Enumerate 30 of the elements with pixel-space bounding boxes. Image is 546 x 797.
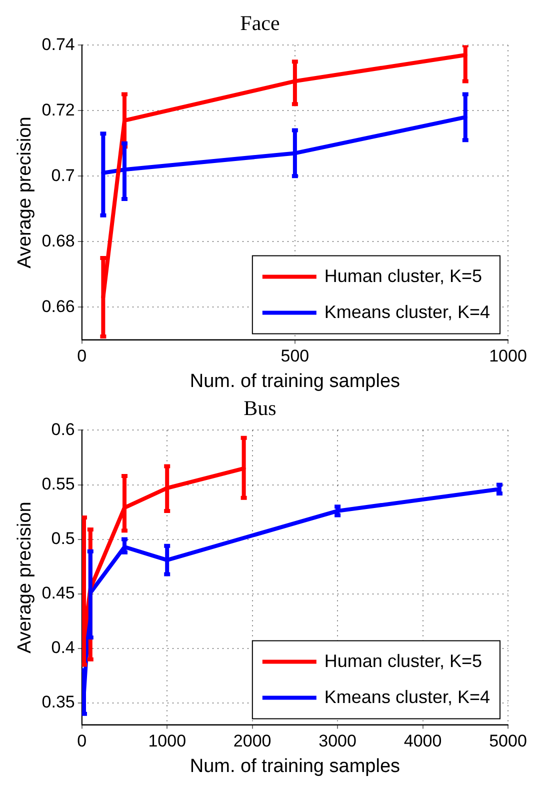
x-tick-label: 2000	[233, 732, 272, 751]
y-tick-label: 0.66	[42, 296, 75, 316]
legend-label: Human cluster, K=5	[324, 266, 482, 286]
x-tick-label: 0	[77, 346, 87, 366]
y-axis-title: Average precision	[14, 502, 36, 654]
chart-title: Face	[240, 11, 280, 36]
y-tick-label: 0.5	[51, 529, 75, 548]
y-tick-label: 0.6	[51, 420, 75, 439]
y-tick-label: 0.55	[42, 474, 75, 494]
x-axis-title: Num. of training samples	[190, 756, 400, 777]
legend-label: Human cluster, K=5	[324, 650, 482, 671]
y-axis-title: Average precision	[14, 116, 36, 268]
x-tick-label: 500	[280, 346, 310, 366]
legend-label: Kmeans cluster, K=4	[324, 686, 490, 707]
y-tick-label: 0.45	[42, 584, 75, 603]
x-tick-label: 1000	[148, 732, 186, 751]
x-tick-label: 0	[77, 732, 87, 751]
y-tick-label: 0.68	[42, 231, 75, 250]
x-tick-label: 1000	[489, 346, 527, 366]
x-tick-label: 5000	[489, 732, 527, 751]
chart-title: Bus	[244, 396, 276, 420]
x-tick-label: 3000	[318, 732, 356, 751]
y-tick-label: 0.74	[42, 34, 75, 54]
legend-label: Kmeans cluster, K=4	[324, 302, 490, 322]
y-tick-label: 0.72	[42, 100, 75, 120]
y-tick-label: 0.4	[51, 638, 75, 658]
y-tick-label: 0.7	[51, 166, 75, 185]
x-tick-label: 4000	[404, 732, 442, 751]
y-tick-label: 0.35	[42, 692, 75, 712]
x-axis-title: Num. of training samples	[190, 370, 400, 392]
